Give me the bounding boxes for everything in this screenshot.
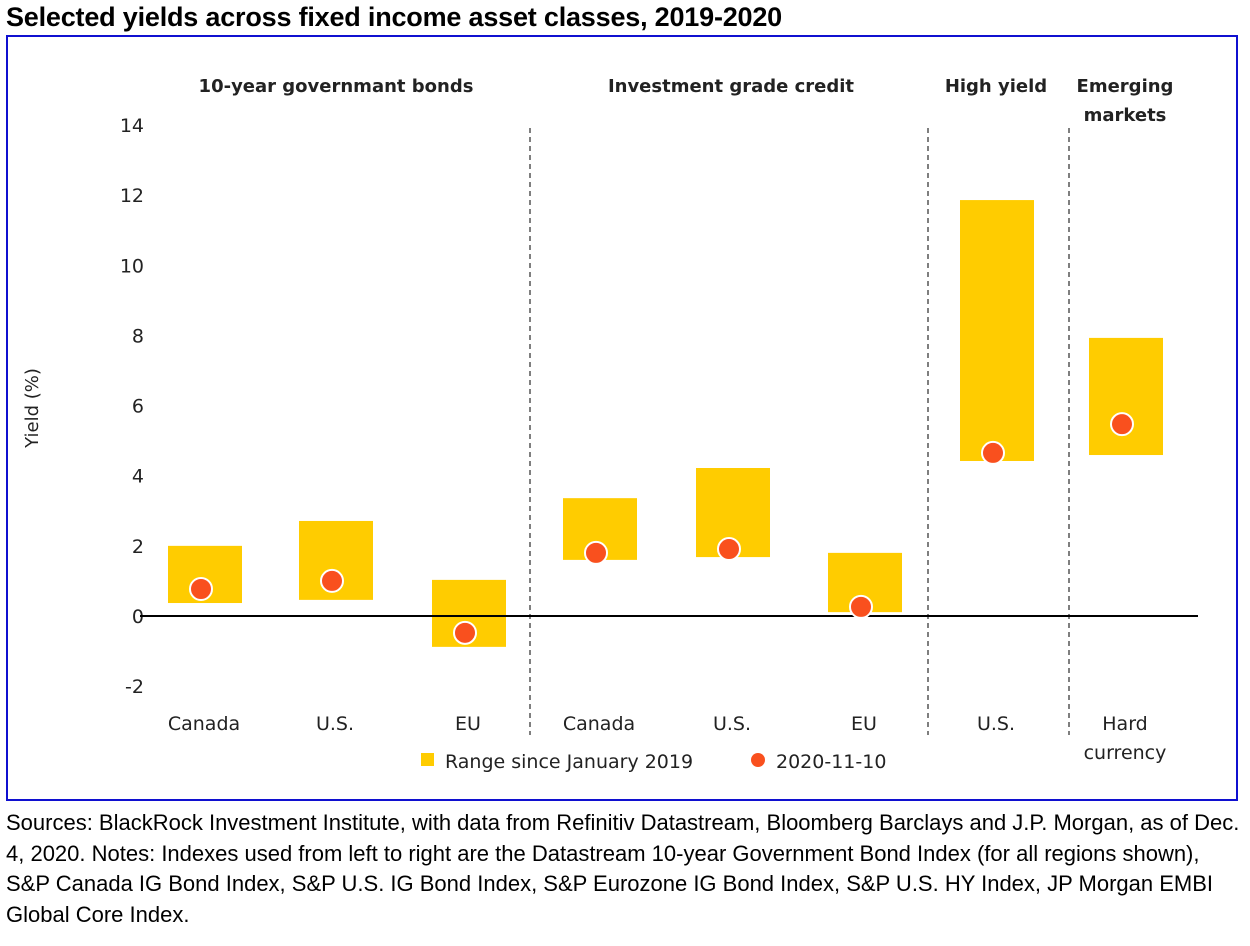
group-dividers xyxy=(529,128,1070,735)
y-axis-label: Yield (%) xyxy=(22,368,43,449)
y-tick-label: 2 xyxy=(132,536,144,558)
y-tick-label: 12 xyxy=(120,185,144,207)
x-tick-label: currency xyxy=(1084,742,1167,764)
chart-title: Selected yields across fixed income asse… xyxy=(6,2,782,32)
legend: Range since January 2019 2020-11-10 xyxy=(421,751,886,773)
x-tick-label: EU xyxy=(851,713,877,735)
marker-dot xyxy=(189,576,213,601)
group-header: 10-year governmant bonds xyxy=(199,76,474,97)
y-tick-label: 6 xyxy=(132,396,144,418)
legend-range-label: Range since January 2019 xyxy=(445,751,693,773)
x-tick-label: U.S. xyxy=(316,713,354,735)
range-bar xyxy=(960,200,1034,461)
chart-frame xyxy=(6,35,1238,801)
x-tick-label: Canada xyxy=(563,713,635,735)
marker-dot xyxy=(849,594,873,619)
source-notes: Sources: BlackRock Investment Institute,… xyxy=(6,810,1240,927)
marker-dot xyxy=(584,540,608,565)
marker-dot xyxy=(320,568,344,593)
y-tick-label: 8 xyxy=(132,325,144,347)
marker-dot xyxy=(453,620,477,645)
x-axis: Canada U.S. EU Canada U.S. EU U.S. Hard currency xyxy=(168,713,1167,764)
group-header: Emerging xyxy=(1077,76,1174,97)
x-tick-label: U.S. xyxy=(713,713,751,735)
x-tick-label: U.S. xyxy=(977,713,1015,735)
legend-range-swatch xyxy=(421,753,434,766)
x-tick-label: EU xyxy=(455,713,481,735)
marker-dots xyxy=(189,412,1134,645)
y-tick-label: 10 xyxy=(120,255,144,277)
legend-dot-label: 2020-11-10 xyxy=(776,751,886,773)
range-bars xyxy=(168,200,1163,647)
marker-dot xyxy=(717,537,741,562)
x-tick-label: Hard xyxy=(1102,713,1147,735)
y-tick-label: -2 xyxy=(125,676,144,698)
group-header: markets xyxy=(1084,105,1167,126)
y-tick-label: 0 xyxy=(132,606,144,628)
range-bar xyxy=(1089,337,1163,456)
group-headers: 10-year governmant bonds Investment grade… xyxy=(199,76,1174,126)
y-axis: -2 0 2 4 6 8 10 12 14 xyxy=(120,115,144,698)
group-header: High yield xyxy=(945,76,1047,97)
marker-dot xyxy=(981,440,1005,465)
group-header: Investment grade credit xyxy=(608,76,854,97)
y-tick-label: 14 xyxy=(120,115,144,137)
marker-dot xyxy=(1110,412,1134,437)
x-tick-label: Canada xyxy=(168,713,240,735)
legend-dot-swatch xyxy=(751,753,765,767)
y-tick-label: 4 xyxy=(132,466,144,488)
